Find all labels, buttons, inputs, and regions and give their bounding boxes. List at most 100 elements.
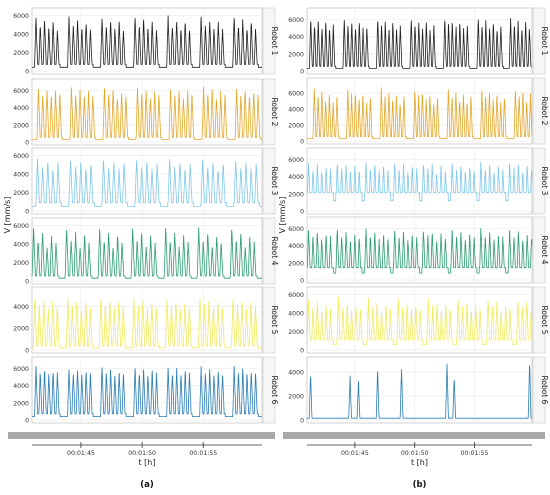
series-name-label: Robot 3 [270,167,279,196]
series-line-robot-3 [32,158,262,207]
series-name-label: Robot 3 [540,167,549,196]
series-name-label: Robot 5 [270,306,279,335]
x-tick-label: 00:01:55 [189,450,217,457]
subplot-label: (a) [140,480,154,490]
series-line-robot-6 [307,363,532,419]
y-tick-label: 4000 [13,304,29,311]
panel-2: 0 2000 4000 6000 Robot 2 [288,77,549,146]
y-tick-label: 0 [25,279,29,286]
series-line-robot-1 [307,18,532,69]
y-tick-label: 0 [300,348,304,355]
x-axis-label: t [h] [139,458,156,467]
x-tick-label: 00:01:50 [128,450,156,457]
series-name-label: Robot 1 [270,27,279,56]
y-axis-label: V [mm/s] [278,197,287,234]
panel-frame [31,217,263,285]
panel-1: 0 2000 4000 6000 Robot 1 [288,7,549,76]
y-tick-label: 4000 [13,383,29,390]
panel-4: 0 2000 4000 6000 Robot 4 [288,216,549,285]
y-tick-label: 4000 [13,32,29,39]
y-tick-label: 4000 [13,172,29,179]
y-tick-label: 2000 [13,50,29,57]
series-name-label: Robot 2 [270,98,279,127]
panel-strip [262,286,276,354]
panel-strip [262,147,276,215]
panel-5: 0 2000 4000 Robot 5 [13,286,279,355]
y-tick-label: 4000 [13,105,29,112]
time-scrollbar[interactable] [8,432,275,439]
y-tick-label: 6000 [288,292,304,299]
series-line-robot-5 [32,297,262,349]
y-tick-label: 2000 [13,190,29,197]
y-tick-label: 0 [25,209,29,216]
y-axis-label: V [mm/s] [3,197,12,234]
series-line-robot-2 [32,86,262,140]
series-line-robot-3 [307,161,533,202]
panel-strip [262,356,276,424]
series-line-robot-1 [32,15,262,68]
y-tick-label: 4000 [288,107,304,114]
series-name-label: Robot 1 [540,27,549,56]
series-name-label: Robot 6 [270,376,279,405]
panel-4: 0 2000 4000 6000 Robot 4 [13,217,279,286]
panel-strip [532,7,546,75]
panel-strip [262,217,276,285]
panel-6: 0 2000 4000 Robot 6 [288,356,549,425]
series-line-robot-2 [307,87,533,139]
panel-strip [532,216,546,284]
panel-1: 0 2000 4000 6000 Robot 1 [13,7,279,76]
y-tick-label: 4000 [288,243,304,250]
y-tick-label: 4000 [288,370,304,377]
panel-strip [532,147,546,215]
y-tick-label: 6000 [288,91,304,98]
y-tick-label: 6000 [13,13,29,20]
x-axis-label: t [h] [411,458,428,467]
series-name-label: Robot 5 [540,306,549,335]
subplot-b: 0 2000 4000 6000 Robot 1 0 2000 4000 6000 Robot 2… [278,7,549,490]
panel-3: 0 2000 4000 6000 Robot 3 [13,147,279,216]
y-tick-label: 6000 [13,88,29,95]
panel-3: 0 2000 4000 6000 Robot 3 [288,147,549,216]
y-tick-label: 0 [300,139,304,146]
y-tick-label: 0 [25,140,29,147]
series-line-robot-4 [306,228,533,274]
y-tick-label: 6000 [288,157,304,164]
y-tick-label: 0 [300,209,304,216]
panel-strip [532,286,546,354]
x-tick-label: 00:01:45 [341,450,369,457]
panel-frame [31,147,263,215]
y-tick-label: 0 [300,418,304,425]
series-line-robot-6 [32,366,262,417]
time-scrollbar[interactable] [283,432,545,439]
panel-strip [532,356,546,424]
y-tick-label: 6000 [288,226,304,233]
y-tick-label: 2000 [288,123,304,130]
y-tick-label: 6000 [288,17,304,24]
y-tick-label: 0 [300,278,304,285]
y-tick-label: 2000 [13,400,29,407]
x-tick-label: 00:01:50 [401,450,429,457]
y-tick-label: 6000 [13,366,29,373]
y-tick-label: 2000 [288,260,304,267]
y-tick-label: 2000 [13,326,29,333]
y-tick-label: 6000 [13,153,29,160]
x-tick-label: 00:01:55 [461,450,489,457]
y-tick-label: 0 [25,69,29,76]
series-line-robot-4 [31,227,262,279]
series-name-label: Robot 6 [540,376,549,405]
y-tick-label: 2000 [13,260,29,267]
subplot-a: 0 2000 4000 6000 Robot 1 0 2000 4000 6000 Robot 2… [3,7,279,490]
y-tick-label: 2000 [288,191,304,198]
subplot-label: (b) [413,480,427,490]
series-name-label: Robot 4 [540,236,549,265]
y-tick-label: 0 [25,418,29,425]
y-tick-label: 2000 [288,329,304,336]
series-name-label: Robot 2 [540,97,549,126]
y-tick-label: 0 [25,348,29,355]
series-line-robot-5 [306,296,533,345]
panel-strip [532,77,546,145]
panel-6: 0 2000 4000 6000 Robot 6 [13,356,279,425]
y-tick-label: 4000 [288,174,304,181]
y-tick-label: 6000 [13,223,29,230]
